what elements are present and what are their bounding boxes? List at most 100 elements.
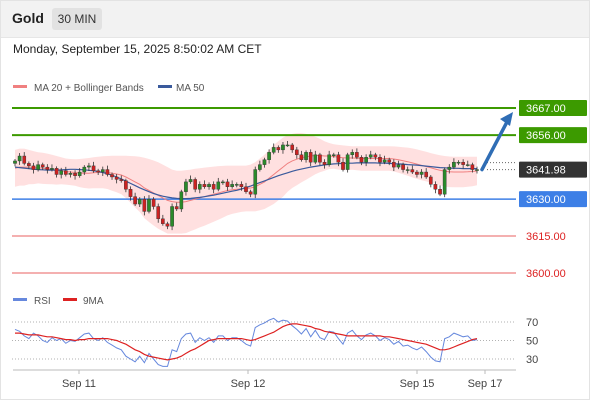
candle [40, 162, 45, 171]
candle [110, 172, 114, 180]
candle-body [105, 169, 110, 175]
x-axis-label: Sep 11 [62, 378, 96, 390]
rsi-ma-legend-swatch [63, 298, 77, 301]
candle [405, 166, 410, 174]
candle-body [248, 191, 253, 195]
candle [382, 155, 387, 165]
rsi-line [14, 317, 478, 367]
candle-body [193, 179, 197, 190]
resistance-level-label: 3667.00 [526, 103, 566, 115]
candle-body [165, 223, 170, 227]
candle-body [447, 166, 452, 170]
candle-body [216, 181, 221, 190]
current-price-label: 3641.98 [526, 165, 566, 177]
candle [355, 148, 359, 160]
candle-body [161, 218, 165, 224]
candle [73, 170, 77, 180]
candle-body [31, 165, 36, 170]
candle [216, 177, 221, 192]
candle [442, 167, 447, 198]
candle [27, 161, 31, 169]
instrument-title: Gold [12, 10, 44, 26]
candle-body [100, 169, 105, 173]
candle-body [82, 166, 87, 173]
candle-body [350, 152, 355, 155]
candle [17, 153, 22, 165]
candle [253, 166, 258, 199]
candle [124, 178, 128, 193]
candle [244, 182, 248, 194]
candle [308, 149, 313, 167]
candle-body [331, 154, 336, 156]
timestamp: Monday, September 15, 2025 8:50:02 AM CE… [13, 42, 262, 56]
rsi-legend-label: RSI [34, 296, 51, 307]
candle [13, 158, 17, 167]
candle-body [285, 144, 290, 147]
candle [170, 203, 174, 231]
candle-body [137, 198, 142, 205]
candle [410, 165, 415, 174]
candle-body [110, 174, 114, 178]
candle [271, 143, 276, 155]
candle-body [27, 163, 31, 167]
candle-body [59, 170, 64, 175]
x-axis-label: Sep 15 [400, 378, 435, 390]
rsi-tick-label: 70 [526, 317, 538, 329]
candle [461, 159, 465, 169]
ma20-legend-swatch [13, 85, 27, 88]
candle-body [456, 161, 461, 164]
candle [285, 141, 290, 147]
candle [91, 161, 96, 173]
candle-body [211, 184, 216, 190]
candle-body [304, 152, 308, 160]
candle [465, 160, 470, 167]
candle [156, 203, 161, 223]
candle-body [96, 170, 100, 173]
price-legend: MA 20 + Bollinger Bands MA 50 [13, 83, 205, 94]
candle [373, 152, 378, 161]
rsi-legend-swatch [13, 298, 27, 301]
support-level-label: 3630.00 [526, 194, 566, 206]
candle [225, 178, 230, 191]
x-axis-label: Sep 12 [231, 378, 266, 390]
candle-body [225, 181, 230, 188]
ma50-legend-swatch [158, 85, 172, 88]
candle-body [401, 164, 405, 170]
candle-body [410, 169, 415, 173]
candle [77, 168, 82, 178]
rsi-panel: 70 50 30 [12, 317, 538, 367]
candle-body [258, 164, 262, 170]
projection-arrow-shaft [480, 118, 510, 172]
candle [128, 186, 133, 201]
candle-body [36, 164, 40, 170]
candle [452, 158, 456, 170]
candle [197, 181, 202, 194]
candle-body [452, 161, 456, 168]
candle-body [396, 164, 401, 168]
candle [267, 149, 271, 164]
candle-body [295, 149, 299, 155]
candle-body [128, 189, 133, 197]
candle-body [267, 152, 271, 160]
candle [165, 221, 170, 230]
candle-body [262, 159, 267, 165]
candle-body [142, 198, 147, 212]
candle [322, 159, 327, 169]
candle [456, 160, 461, 166]
projection-arrow-head [500, 112, 513, 126]
candle-body [22, 155, 27, 164]
candle-body [428, 176, 433, 185]
candle [207, 182, 211, 190]
candle [31, 162, 36, 174]
support-level-badge [519, 191, 587, 208]
timeframe-button[interactable]: 30 MIN [52, 8, 102, 30]
candle [313, 150, 318, 165]
header-bar: Gold 30 MIN [1, 1, 589, 38]
candle [424, 168, 428, 179]
candle [64, 166, 68, 177]
candle-body [91, 165, 96, 171]
candle-body [308, 152, 313, 163]
candle-body [188, 179, 193, 183]
